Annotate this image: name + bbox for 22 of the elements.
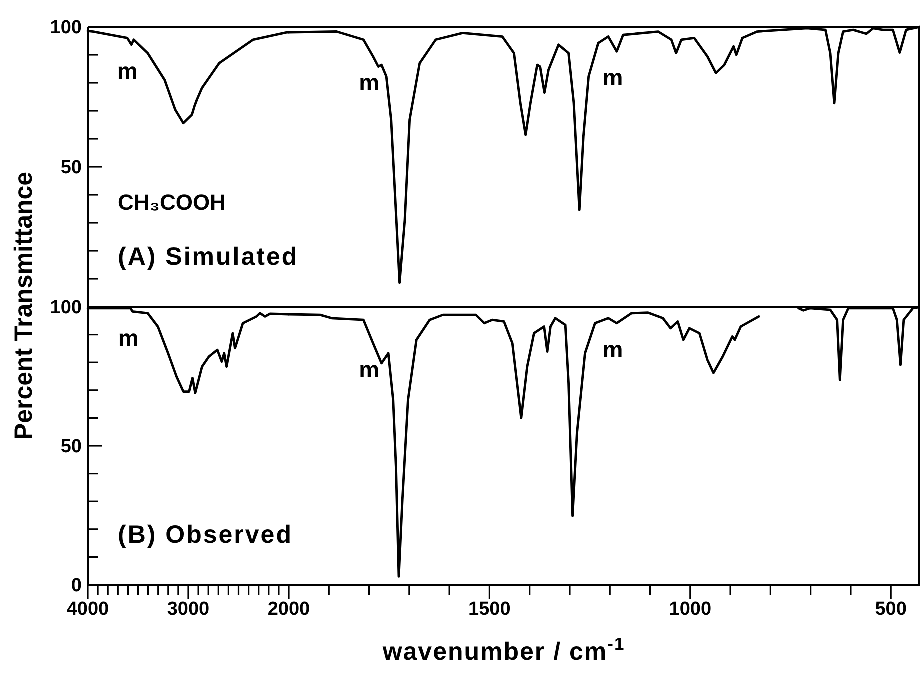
x-tick-label: 3000 (167, 599, 210, 620)
x-axis-title: wavenumber / cm$^{-1}$ (382, 634, 626, 666)
x-tick-label: 1500 (468, 599, 511, 620)
x-tick-label: 500 (875, 599, 907, 620)
annotation: m (359, 356, 380, 382)
annotation: m (359, 70, 380, 96)
x-tick-label: 2000 (268, 599, 310, 620)
annotation: (B) Observed (118, 521, 293, 549)
annotation: m (118, 324, 139, 351)
x-tick-label: 1000 (669, 599, 712, 620)
annotation: m (602, 336, 624, 362)
annotation: m (117, 58, 138, 84)
y-tick-label: 100 (50, 298, 82, 319)
annotation: (A) Simulated (118, 243, 299, 271)
annotation: m (602, 64, 624, 91)
y-tick-label: 0 (71, 576, 82, 597)
y-tick-label: 100 (50, 18, 82, 39)
y-tick-label: 50 (60, 436, 82, 458)
x-tick-label: 4000 (66, 599, 110, 620)
y-tick-label: 50 (60, 158, 82, 179)
y-axis-title: Percent Transmittance (10, 172, 38, 440)
annotation: CH₃COOH (118, 190, 226, 215)
